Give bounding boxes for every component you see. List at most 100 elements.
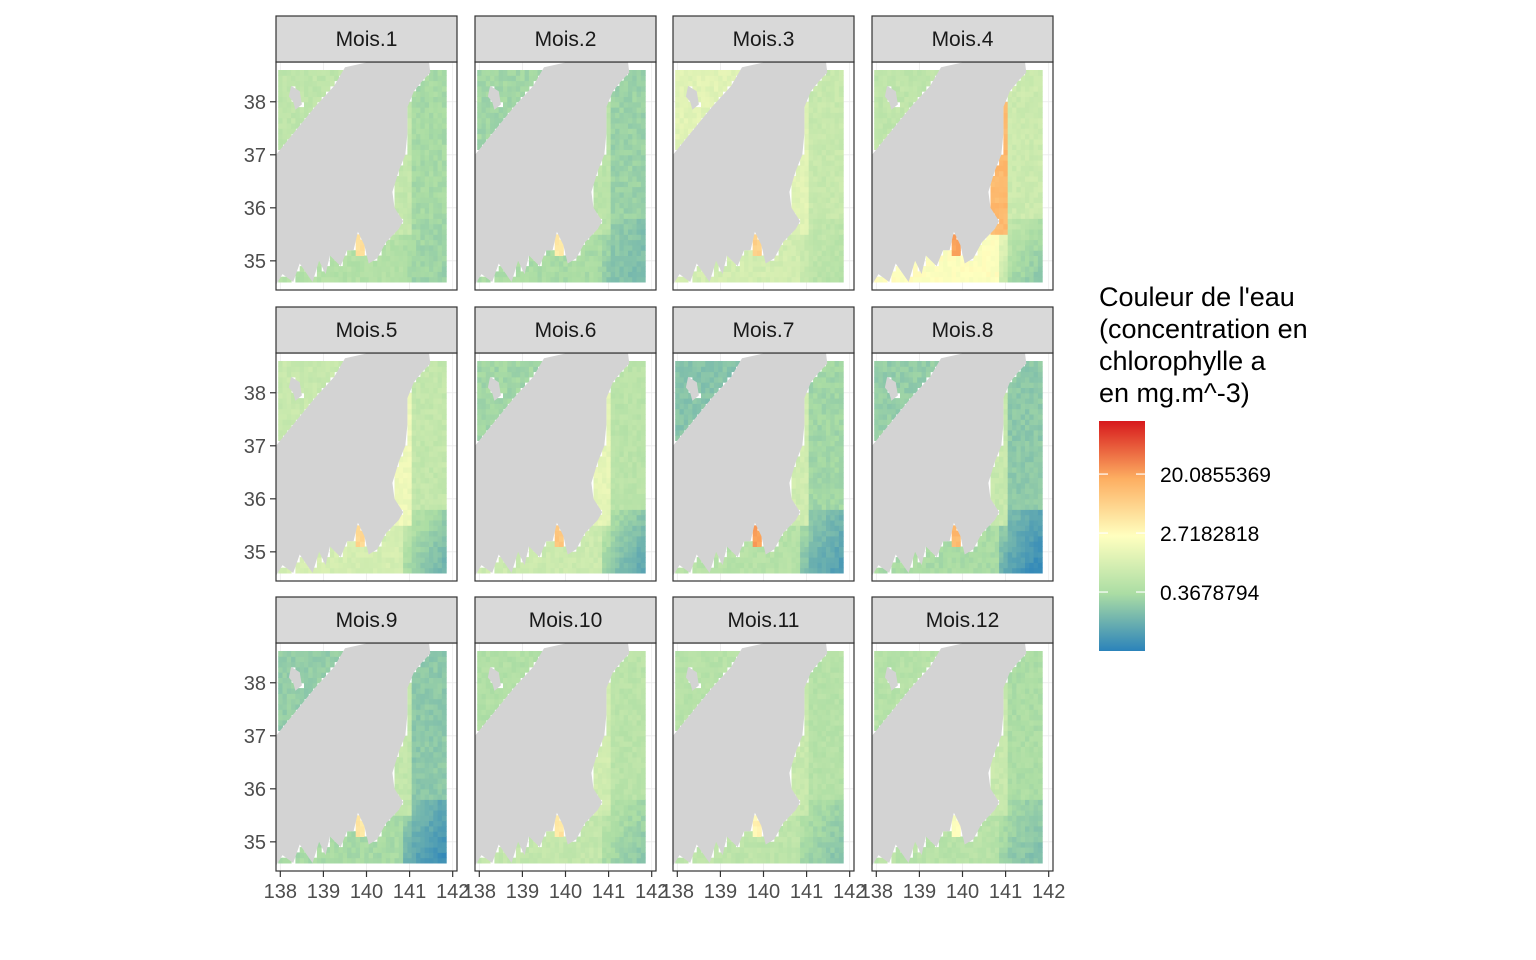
x-tick-label: 142 [635,881,668,903]
facet-panel: Mois.5 [275,306,458,582]
x-tick-label: 142 [833,881,866,903]
facet-strip [275,306,458,354]
y-tick-label: 37 [244,726,266,748]
x-tick-label: 142 [436,881,469,903]
heatmap-cells [874,70,1043,283]
facet-strip [672,15,855,63]
land-mass [872,353,1027,576]
y-tick-label: 38 [244,92,266,114]
heatmap-cells [278,651,447,864]
heatmap-cells [477,651,646,864]
facet-panel: Mois.12 [871,596,1054,872]
island [884,85,898,110]
x-tick-label: 138 [264,881,297,903]
legend-ticks: 20.0855369 2.7182818 0.3678794 [1099,464,1271,605]
facet-panel: Mois.11 [672,596,855,872]
x-tick-label: 140 [946,881,979,903]
y-tick-label: 37 [244,145,266,167]
facet-panels: Mois.1 Mois.2 Mois.3 Mois.4 Mois.5 Mois.6 Mois… [275,15,1054,872]
legend-title-line-3: chlorophylle a [1099,346,1267,376]
heatmap-cells [675,361,844,574]
y-tick-label: 35 [244,542,266,564]
x-tick-label: 138 [860,881,893,903]
island [884,666,898,691]
legend-colorbar [1099,421,1145,651]
facet-strip [871,306,1054,354]
facet-strip [672,596,855,644]
island [487,85,501,110]
facet-panel: Mois.3 [672,15,855,291]
x-tick-label: 139 [307,881,340,903]
facet-label: Mois.10 [529,609,603,632]
facet-label: Mois.7 [733,319,795,342]
facet-panel: Mois.10 [474,596,657,872]
facet-strip [672,306,855,354]
facet-panel: Mois.9 [275,596,458,872]
x-tick-label: 141 [989,881,1022,903]
facet-label: Mois.4 [932,28,994,51]
x-tick-label: 138 [463,881,496,903]
legend-title-line-4: en mg.m^-3) [1099,378,1250,408]
land-mass [673,62,828,285]
y-tick-label: 36 [244,779,266,801]
facet-panel: Mois.8 [871,306,1054,582]
land-mass [276,62,431,285]
facet-label: Mois.2 [535,28,597,51]
facet-strip [871,15,1054,63]
heatmap-cells [278,70,447,283]
x-tick-label: 140 [549,881,582,903]
y-tick-label: 36 [244,198,266,220]
heatmap-cells [675,70,844,283]
legend-label: 0.3678794 [1160,582,1260,605]
heatmap-cells [874,651,1043,864]
x-tick-label: 139 [506,881,539,903]
island [685,666,699,691]
facet-label: Mois.8 [932,319,994,342]
facet-label: Mois.9 [336,609,398,632]
facet-strip [474,596,657,644]
y-tick-label: 36 [244,489,266,511]
facet-strip [474,306,657,354]
y-tick-label: 38 [244,383,266,405]
facet-strip [275,596,458,644]
x-tick-label: 140 [350,881,383,903]
heatmap-cells [278,361,447,574]
island [487,376,501,401]
land-mass [872,643,1027,866]
x-tick-label: 140 [747,881,780,903]
y-tick-label: 37 [244,436,266,458]
y-tick-label: 35 [244,251,266,273]
legend-title-line-1: Couleur de l'eau [1099,282,1295,312]
legend-label: 2.7182818 [1160,523,1259,546]
x-tick-label: 141 [790,881,823,903]
facet-label: Mois.12 [926,609,1000,632]
island [685,85,699,110]
x-tick-label: 141 [393,881,426,903]
facet-label: Mois.6 [535,319,597,342]
facet-strip [474,15,657,63]
facet-panel: Mois.4 [871,15,1054,291]
facet-strip [871,596,1054,644]
x-tick-label: 139 [903,881,936,903]
x-tick-label: 141 [592,881,625,903]
land-mass [872,62,1027,285]
facet-panel: Mois.1 [275,15,458,291]
facet-strip [275,15,458,63]
legend-label: 20.0855369 [1160,464,1271,487]
facet-label: Mois.11 [728,609,800,632]
x-tick-label: 139 [704,881,737,903]
facet-panel: Mois.6 [474,306,657,582]
facet-label: Mois.1 [336,28,398,51]
facet-label: Mois.3 [733,28,795,51]
land-mass [475,353,630,576]
island [884,376,898,401]
land-mass [475,643,630,866]
x-tick-label: 138 [661,881,694,903]
legend: Couleur de l'eau (concentration en chlor… [1099,282,1308,651]
land-mass [673,643,828,866]
heatmap-cells [477,70,646,283]
island [685,376,699,401]
island [288,85,302,110]
island [487,666,501,691]
